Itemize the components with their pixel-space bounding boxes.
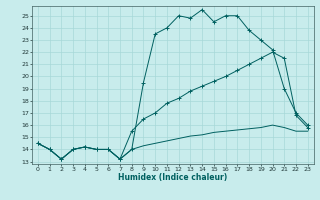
- X-axis label: Humidex (Indice chaleur): Humidex (Indice chaleur): [118, 173, 228, 182]
